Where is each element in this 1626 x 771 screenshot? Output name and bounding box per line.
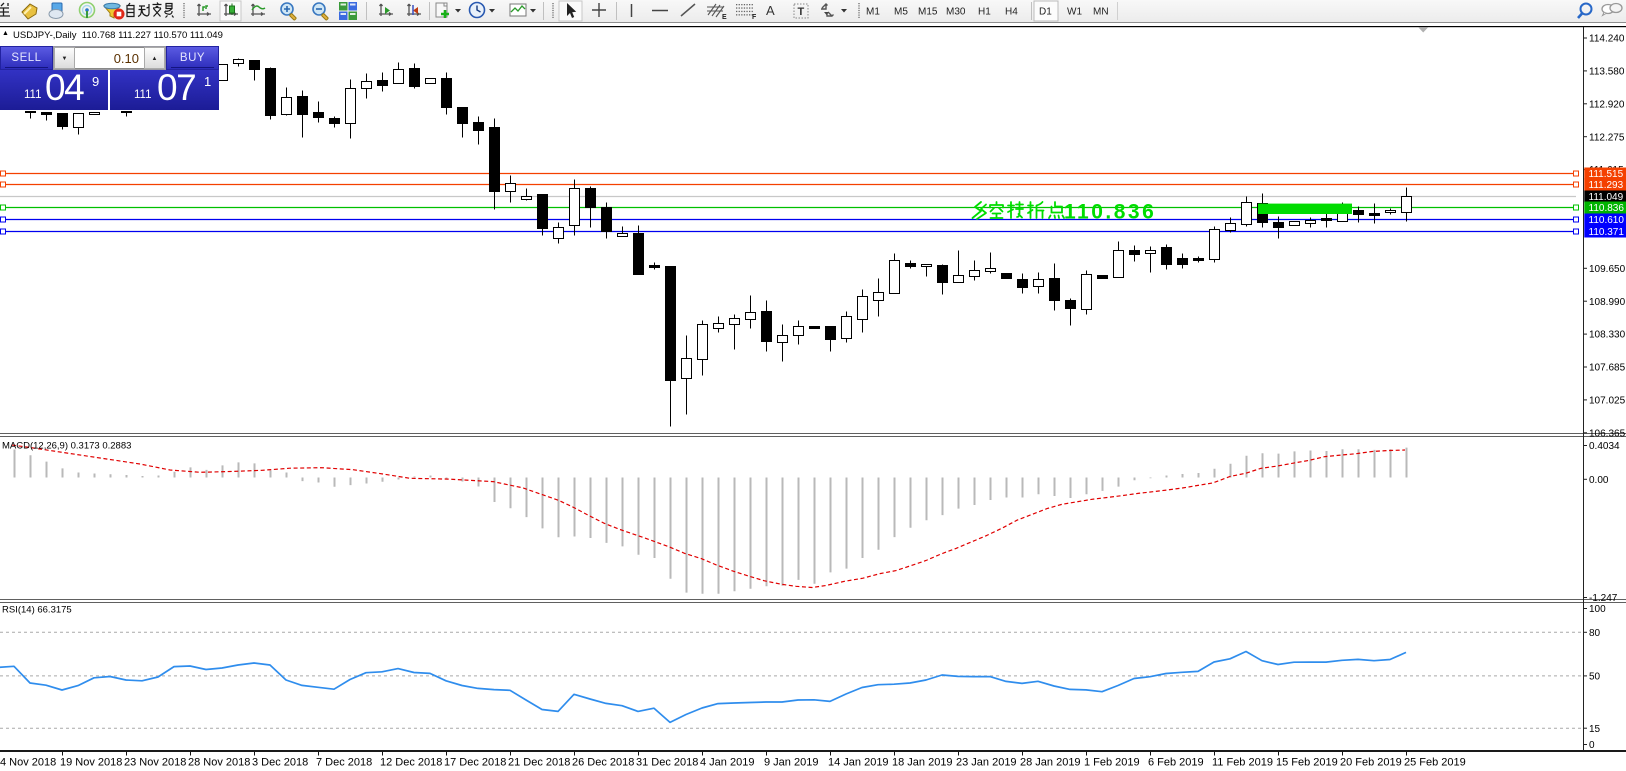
svg-text:14 Jan 2019: 14 Jan 2019 [828,757,889,769]
svg-text:114.240: 114.240 [1589,34,1625,45]
svg-text:110.610: 110.610 [1589,215,1625,226]
svg-text:W1: W1 [1067,7,1082,18]
svg-text:4 Nov 2018: 4 Nov 2018 [0,757,56,769]
svg-text:112.275: 112.275 [1589,132,1625,143]
svg-text:M15: M15 [918,7,938,18]
svg-text:111.293: 111.293 [1589,180,1624,191]
svg-text:6 Feb 2019: 6 Feb 2019 [1148,757,1204,769]
svg-text:112.920: 112.920 [1589,99,1625,110]
svg-text:M1: M1 [866,7,880,18]
svg-text:111.515: 111.515 [1589,169,1624,180]
svg-text:31 Dec 2018: 31 Dec 2018 [636,757,698,769]
svg-text:4 Jan 2019: 4 Jan 2019 [700,757,754,769]
svg-text:0.00: 0.00 [1589,475,1609,486]
svg-text:19 Nov 2018: 19 Nov 2018 [60,757,122,769]
svg-text:107.685: 107.685 [1589,363,1626,374]
svg-text:1 Feb 2019: 1 Feb 2019 [1084,757,1140,769]
svg-text:20 Feb 2019: 20 Feb 2019 [1340,757,1402,769]
svg-text:9 Jan 2019: 9 Jan 2019 [764,757,818,769]
svg-text:0: 0 [1589,740,1595,751]
svg-text:M30: M30 [946,7,966,18]
svg-text:80: 80 [1589,628,1601,639]
svg-text:23 Nov 2018: 23 Nov 2018 [124,757,186,769]
svg-text:100: 100 [1589,604,1606,615]
svg-text:15 Feb 2019: 15 Feb 2019 [1276,757,1338,769]
svg-text:15: 15 [1589,724,1601,735]
svg-text:E: E [722,14,727,21]
svg-text:50: 50 [1589,672,1601,683]
svg-text:110.371: 110.371 [1589,227,1625,238]
svg-text:110.836: 110.836 [1064,201,1156,224]
svg-text:RSI(14) 66.3175: RSI(14) 66.3175 [2,605,72,616]
svg-text:H4: H4 [1005,7,1018,18]
svg-text:0.4034: 0.4034 [1589,441,1620,452]
svg-text:111.049: 111.049 [1589,192,1624,203]
svg-text:106.365: 106.365 [1589,428,1626,439]
svg-text:H1: H1 [978,7,991,18]
svg-text:110.836: 110.836 [1589,203,1625,214]
svg-text:3 Dec 2018: 3 Dec 2018 [252,757,308,769]
svg-text:7 Dec 2018: 7 Dec 2018 [316,757,372,769]
svg-text:108.330: 108.330 [1589,330,1626,341]
svg-text:21 Dec 2018: 21 Dec 2018 [508,757,570,769]
svg-text:MACD(12,26,9) 0.3173 0.2883: MACD(12,26,9) 0.3173 0.2883 [2,441,131,452]
svg-text:T: T [798,6,805,18]
svg-text:-1.247: -1.247 [1589,593,1618,604]
svg-text:17 Dec 2018: 17 Dec 2018 [444,757,506,769]
svg-text:D1: D1 [1039,7,1052,18]
svg-text:25 Feb 2019: 25 Feb 2019 [1404,757,1466,769]
svg-text:MN: MN [1093,7,1109,18]
svg-text:11 Feb 2019: 11 Feb 2019 [1212,757,1273,769]
svg-text:A: A [766,3,775,18]
svg-text:23 Jan 2019: 23 Jan 2019 [956,757,1017,769]
svg-text:113.580: 113.580 [1589,67,1625,78]
svg-text:108.990: 108.990 [1589,297,1626,308]
svg-text:M5: M5 [894,7,908,18]
svg-text:107.025: 107.025 [1589,396,1626,407]
svg-text:26 Dec 2018: 26 Dec 2018 [572,757,634,769]
svg-text:28 Nov 2018: 28 Nov 2018 [188,757,250,769]
svg-text:28 Jan 2019: 28 Jan 2019 [1020,757,1081,769]
svg-text:109.650: 109.650 [1589,264,1626,275]
svg-text:F: F [752,14,757,21]
svg-text:12 Dec 2018: 12 Dec 2018 [380,757,442,769]
svg-text:18 Jan 2019: 18 Jan 2019 [892,757,953,769]
